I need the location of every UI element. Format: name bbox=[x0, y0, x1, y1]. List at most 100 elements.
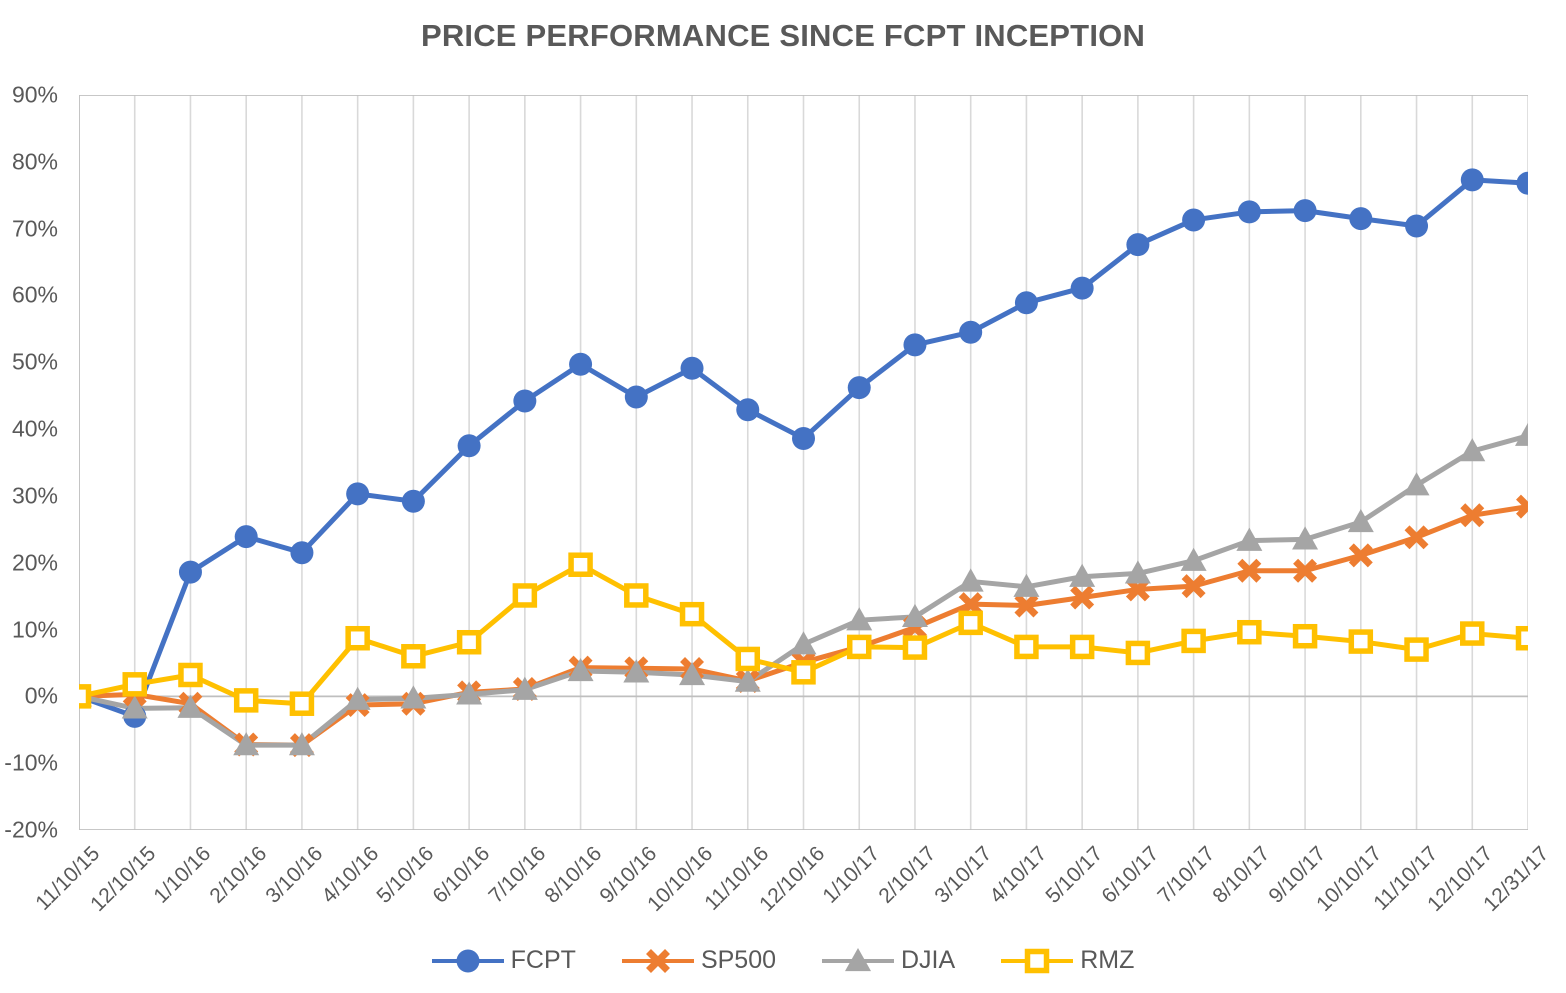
data-point bbox=[290, 541, 314, 565]
data-point bbox=[679, 661, 706, 686]
x-axis-tick-label: 8/10/16 bbox=[540, 842, 606, 908]
data-point bbox=[1403, 472, 1430, 496]
data-point bbox=[1182, 208, 1206, 232]
data-point bbox=[1125, 640, 1151, 666]
y-axis-tick-label: -20% bbox=[4, 816, 58, 843]
x-stroke-1 bbox=[1516, 494, 1528, 512]
data-point bbox=[1069, 563, 1096, 587]
y-axis-tick-label: 90% bbox=[11, 81, 58, 108]
data-point bbox=[457, 434, 481, 458]
data-point bbox=[234, 525, 258, 549]
y-axis-tick-label: 30% bbox=[11, 482, 58, 509]
data-point bbox=[957, 568, 984, 592]
x-stroke-2 bbox=[1404, 525, 1429, 550]
x-stroke-2 bbox=[1348, 543, 1373, 568]
data-point bbox=[792, 426, 815, 450]
legend-symbol-square-icon bbox=[1024, 948, 1050, 973]
data-point bbox=[1181, 628, 1206, 654]
data-point bbox=[1460, 621, 1485, 646]
legend-label: SP500 bbox=[700, 946, 776, 974]
data-point bbox=[567, 657, 594, 682]
data-point bbox=[1348, 629, 1374, 654]
chart-legend: FCPT SP500 DJIA RMZ bbox=[0, 946, 1566, 975]
x-axis-tick-label: 7/10/16 bbox=[484, 842, 551, 908]
x-axis-tick-label: 1/10/16 bbox=[149, 842, 216, 908]
data-point bbox=[1237, 558, 1262, 583]
data-point bbox=[511, 676, 538, 700]
data-point bbox=[1069, 634, 1095, 660]
data-point bbox=[400, 685, 427, 709]
data-point bbox=[1516, 171, 1528, 195]
data-point bbox=[846, 634, 872, 660]
x-stroke-2 bbox=[958, 592, 983, 617]
data-point bbox=[1515, 625, 1528, 651]
data-point bbox=[344, 686, 371, 710]
x-axis-tick-label: 2/10/16 bbox=[205, 842, 272, 908]
data-point bbox=[1124, 560, 1151, 584]
data-point bbox=[624, 583, 649, 608]
data-point bbox=[958, 592, 983, 617]
data-point bbox=[122, 672, 147, 697]
data-point bbox=[79, 684, 92, 709]
legend-symbol-circle-icon bbox=[456, 949, 480, 972]
data-point bbox=[1014, 593, 1039, 618]
data-point bbox=[1070, 585, 1095, 610]
data-point bbox=[1293, 558, 1318, 583]
data-point bbox=[846, 607, 873, 631]
legend-item-sp500[interactable]: SP500 bbox=[621, 946, 776, 975]
y-axis-tick-label: 40% bbox=[11, 415, 58, 442]
x-axis-tick-label: 5/10/16 bbox=[372, 842, 439, 908]
data-point bbox=[1013, 573, 1040, 597]
x-axis-tick-labels: 11/10/15 12/10/15 1/10/16 2/10/16 3/10/16 4/1… bbox=[0, 828, 1566, 948]
series-markers-fcpt bbox=[79, 168, 1528, 728]
data-point bbox=[902, 635, 928, 660]
legend-symbol-shape bbox=[645, 948, 670, 973]
legend-symbol-triangle-icon bbox=[845, 947, 871, 971]
x-axis-tick-label: 5/10/17 bbox=[1041, 842, 1108, 908]
x-axis-tick-label: 4/10/17 bbox=[985, 842, 1052, 908]
data-point bbox=[901, 603, 928, 627]
x-stroke-2 bbox=[1293, 558, 1318, 583]
legend-symbol-shape bbox=[845, 947, 871, 971]
data-point bbox=[1180, 547, 1207, 571]
data-point bbox=[289, 691, 315, 716]
data-point bbox=[178, 560, 202, 584]
data-point bbox=[791, 660, 816, 685]
data-point bbox=[401, 644, 426, 669]
data-point bbox=[346, 482, 370, 506]
data-point bbox=[623, 659, 650, 683]
data-point bbox=[1014, 634, 1039, 660]
data-point bbox=[1292, 526, 1319, 550]
data-point bbox=[568, 552, 593, 577]
legend-item-djia[interactable]: DJIA bbox=[822, 946, 955, 975]
x-axis-tick-label: 1/10/17 bbox=[818, 842, 885, 908]
data-point bbox=[1236, 527, 1263, 551]
data-point bbox=[233, 688, 259, 713]
legend-item-fcpt[interactable]: FCPT bbox=[431, 946, 576, 975]
data-point bbox=[734, 668, 761, 692]
x-axis-tick-label: 8/10/17 bbox=[1208, 842, 1275, 908]
data-point bbox=[233, 732, 260, 756]
data-point bbox=[1292, 623, 1318, 649]
data-point bbox=[1349, 207, 1373, 231]
x-axis-tick-label: 2/10/17 bbox=[874, 842, 941, 908]
data-point bbox=[790, 631, 817, 655]
data-point bbox=[847, 376, 871, 400]
legend-item-rmz[interactable]: RMZ bbox=[1001, 946, 1134, 975]
x-stroke-2 bbox=[1070, 585, 1095, 610]
data-point bbox=[288, 732, 315, 756]
x-stroke-2 bbox=[1181, 574, 1206, 599]
data-point bbox=[1070, 276, 1094, 300]
data-point bbox=[512, 583, 538, 608]
x-stroke-2 bbox=[1014, 593, 1039, 618]
y-axis-tick-label: 70% bbox=[11, 215, 58, 242]
data-point bbox=[959, 320, 983, 344]
y-axis-tick-label: -10% bbox=[4, 749, 58, 776]
y-axis-tick-label: 80% bbox=[11, 148, 58, 175]
data-point bbox=[456, 681, 483, 705]
data-point bbox=[736, 398, 760, 422]
legend-symbol-shape bbox=[1024, 948, 1050, 973]
data-point bbox=[1404, 525, 1429, 550]
data-point bbox=[903, 333, 927, 357]
data-point bbox=[624, 385, 648, 409]
